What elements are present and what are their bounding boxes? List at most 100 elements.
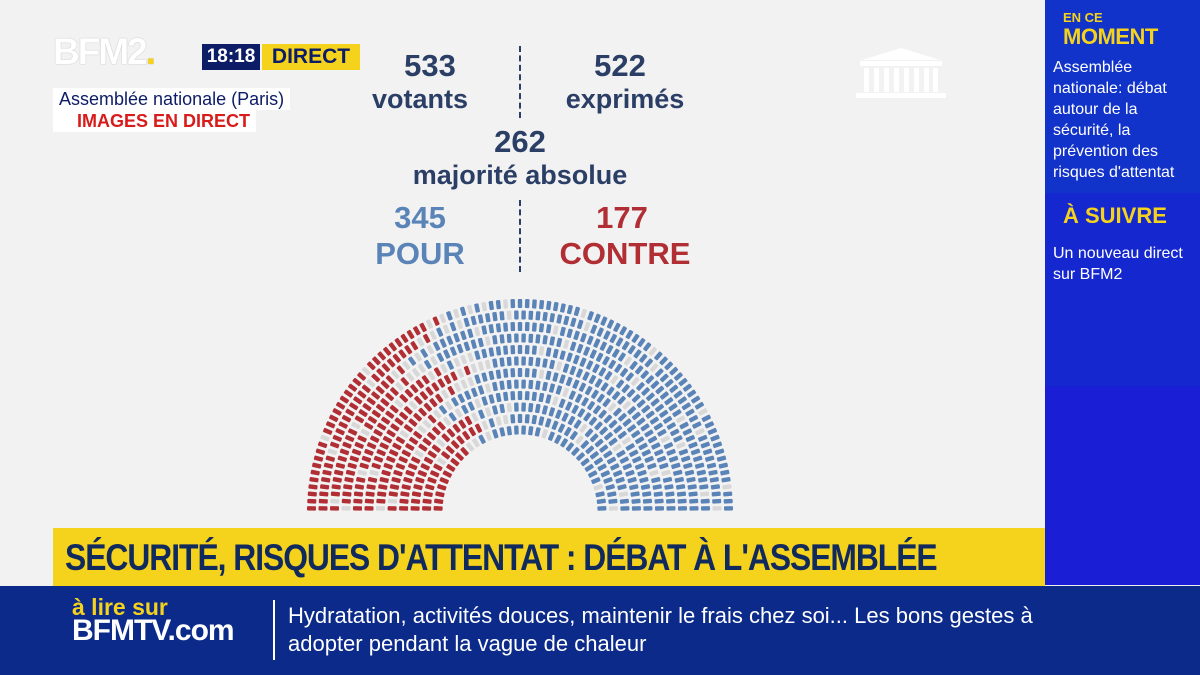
seat bbox=[499, 403, 505, 414]
seat bbox=[312, 462, 322, 469]
seat bbox=[569, 430, 578, 441]
seat bbox=[433, 341, 441, 351]
seat bbox=[506, 333, 512, 343]
seat bbox=[517, 414, 523, 423]
seat bbox=[456, 343, 464, 354]
seat bbox=[467, 304, 474, 315]
seat bbox=[488, 324, 495, 334]
seat bbox=[481, 420, 489, 430]
seat bbox=[524, 414, 530, 424]
clock-badge: 18:18 bbox=[202, 44, 260, 70]
seat bbox=[691, 395, 701, 404]
seat bbox=[356, 477, 366, 483]
seat bbox=[353, 498, 363, 504]
seat bbox=[503, 368, 509, 378]
seat bbox=[647, 435, 658, 444]
seat bbox=[562, 363, 570, 373]
seat bbox=[467, 401, 475, 411]
seat bbox=[499, 427, 506, 437]
seat bbox=[626, 388, 636, 398]
seat bbox=[457, 393, 465, 403]
seat bbox=[488, 300, 494, 311]
seat bbox=[354, 441, 364, 449]
seat bbox=[334, 469, 344, 476]
video-stage: BFM2. 18:18 DIRECT Assemblée nationale (… bbox=[53, 33, 946, 511]
seat bbox=[705, 455, 715, 462]
seat bbox=[631, 498, 641, 504]
seat bbox=[617, 430, 627, 440]
seat bbox=[619, 326, 627, 336]
seat bbox=[538, 392, 545, 403]
seat bbox=[408, 418, 418, 427]
seat bbox=[524, 345, 530, 355]
seat bbox=[474, 326, 481, 337]
seat bbox=[427, 414, 437, 424]
seat bbox=[510, 299, 516, 309]
seat bbox=[367, 416, 378, 424]
seat bbox=[710, 434, 720, 442]
seat bbox=[492, 405, 499, 415]
seat bbox=[659, 409, 669, 418]
seat bbox=[607, 491, 617, 498]
seat bbox=[514, 356, 519, 366]
seat bbox=[589, 451, 599, 460]
seat bbox=[644, 455, 654, 463]
seat bbox=[669, 384, 679, 393]
seat bbox=[470, 363, 478, 373]
seat bbox=[552, 396, 559, 406]
seat bbox=[569, 341, 577, 351]
seat bbox=[681, 455, 691, 463]
seat bbox=[393, 469, 403, 477]
seat bbox=[477, 314, 484, 324]
seat bbox=[625, 470, 635, 477]
seat bbox=[405, 470, 415, 477]
seat bbox=[552, 348, 559, 359]
seat bbox=[528, 426, 534, 436]
ticker-separator bbox=[273, 600, 275, 660]
seat bbox=[394, 399, 404, 408]
now-title: MOMENT bbox=[1063, 24, 1158, 49]
seat bbox=[538, 323, 545, 333]
contre-value: 177 bbox=[596, 200, 648, 235]
seat bbox=[474, 303, 480, 313]
seat bbox=[654, 351, 663, 361]
seat bbox=[442, 324, 450, 334]
seat bbox=[452, 423, 461, 433]
seat bbox=[699, 491, 710, 497]
seat bbox=[637, 469, 647, 477]
seat bbox=[684, 469, 695, 476]
seat bbox=[431, 382, 440, 392]
seat bbox=[364, 422, 374, 430]
seat bbox=[647, 462, 657, 470]
seat bbox=[552, 325, 559, 335]
ticker-read-label: à lire sur bbox=[72, 594, 168, 620]
seat bbox=[474, 423, 483, 433]
seat bbox=[605, 484, 615, 491]
seat bbox=[602, 356, 610, 366]
seat bbox=[588, 374, 597, 385]
seat bbox=[570, 317, 577, 327]
seat bbox=[723, 491, 733, 497]
seat bbox=[596, 498, 606, 504]
seat bbox=[448, 412, 457, 422]
seat bbox=[641, 449, 651, 457]
seat bbox=[408, 463, 418, 471]
seat bbox=[429, 398, 438, 408]
seat bbox=[348, 383, 358, 392]
seat bbox=[687, 389, 697, 398]
seat bbox=[399, 411, 409, 421]
seat bbox=[654, 449, 664, 457]
seat bbox=[621, 436, 631, 445]
seat bbox=[623, 356, 632, 366]
seat bbox=[625, 443, 635, 451]
seat bbox=[700, 498, 710, 504]
seat bbox=[488, 347, 495, 357]
next-title: À SUIVRE bbox=[1063, 203, 1167, 228]
seat bbox=[366, 379, 376, 388]
seat bbox=[690, 448, 701, 456]
seat bbox=[603, 477, 613, 484]
seat bbox=[478, 409, 485, 419]
seat bbox=[559, 350, 566, 360]
seat bbox=[403, 406, 413, 415]
seat bbox=[320, 434, 330, 442]
